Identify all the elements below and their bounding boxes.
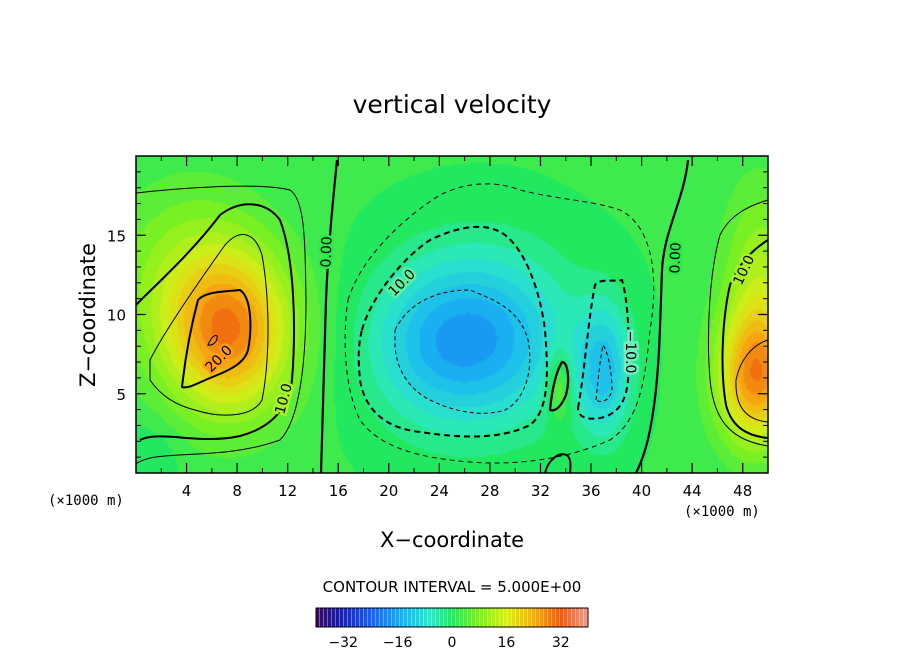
y-tick-label: 10 (107, 307, 126, 325)
contour-20-left (180, 288, 252, 389)
colorbar-tick-label: 0 (448, 635, 457, 651)
x-tick-label: 4 (182, 482, 192, 500)
colorbar-tick-label: 16 (497, 635, 515, 651)
colorbar-tick-label: −16 (383, 635, 413, 651)
x-tick-label: 12 (278, 482, 297, 500)
contour-lines (136, 159, 768, 473)
contour-25-left (207, 335, 218, 346)
zero-contour-bottom (544, 453, 572, 473)
x-axis: 4 8 12 16 20 24 28 32 36 40 44 48 (160, 156, 752, 500)
contour-m5 (344, 183, 655, 464)
colorbar-frame (315, 607, 589, 628)
colorbar-tick-label: 32 (552, 635, 570, 651)
x-tick-label: 36 (581, 482, 600, 500)
x-unit-left: (×1000 m) (48, 493, 124, 509)
x-tick-label: 44 (683, 482, 702, 500)
contour-10-left (136, 203, 296, 441)
y-axis: 5 10 15 (107, 171, 768, 458)
plot-area: 20.0 10.0 0.00 10.0 0.00 10.0 −10.0 (136, 156, 768, 473)
x-tick-label: 48 (733, 482, 752, 500)
x-axis-label: X−coordinate (380, 528, 524, 552)
contour-interval-text: CONTOUR INTERVAL = 5.000E+00 (323, 578, 582, 596)
x-tick-label: 32 (531, 482, 550, 500)
velocity-field (136, 156, 768, 473)
x-tick-label: 8 (232, 482, 242, 500)
colorbar-tick-label: −32 (328, 635, 358, 651)
contour-15-right (735, 339, 768, 423)
x-tick-label: 24 (430, 482, 449, 500)
colorbar: −32 −16 0 16 32 (315, 607, 589, 651)
y-axis-label: Z−coordinate (76, 243, 100, 387)
chart-title: vertical velocity (353, 90, 552, 119)
contour-label-0-left: 0.00 (318, 236, 335, 268)
contour-10-right (721, 239, 768, 439)
contour-m15-right (595, 343, 613, 403)
contour-5-left (136, 185, 307, 465)
x-tick-label: 20 (379, 482, 398, 500)
contour-5-right (707, 199, 768, 447)
contour-m10-right (576, 278, 630, 420)
x-tick-label: 16 (329, 482, 348, 500)
y-tick-label: 15 (107, 227, 126, 245)
colorbar-ticks: −32 −16 0 16 32 (328, 635, 569, 651)
colorbar-stripes (316, 608, 588, 627)
x-tick-label: 40 (632, 482, 651, 500)
contour-label-0-right: 0.00 (667, 242, 684, 274)
x-unit-right: (×1000 m) (684, 504, 760, 520)
zero-contour-right (635, 159, 690, 473)
contour-label-m10-right: −10.0 (622, 331, 638, 374)
contour-m10 (357, 225, 548, 438)
zero-contour-left (319, 159, 339, 473)
x-tick-label: 28 (480, 482, 499, 500)
y-tick-label: 5 (116, 386, 126, 404)
contour-15-left (149, 234, 269, 416)
contour-5-mid (548, 360, 570, 412)
contour-m15 (394, 289, 531, 414)
